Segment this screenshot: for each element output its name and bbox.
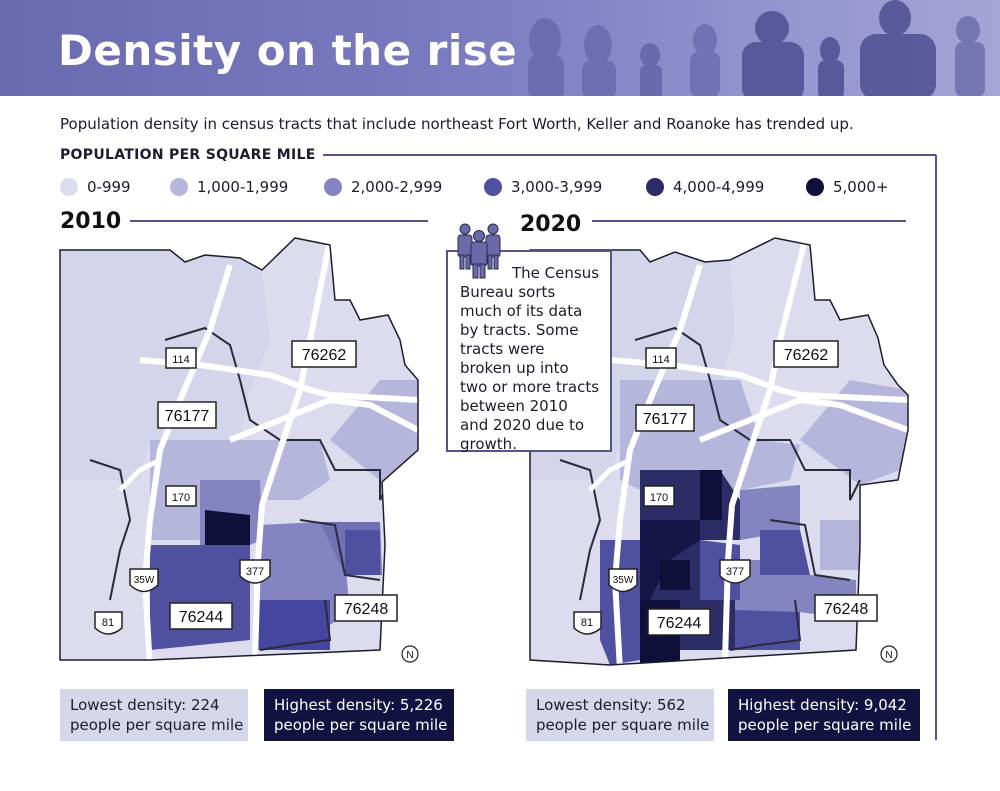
stat-line: people per square mile [738, 716, 912, 734]
highway-shield: 377 [719, 559, 751, 584]
legend-swatch-1 [170, 178, 188, 196]
stat-line: Highest density: 9,042 [738, 696, 907, 714]
svg-text:N: N [885, 650, 892, 661]
legend-item: 1,000-1,999 [170, 177, 288, 197]
highway-170-label: 170 [172, 492, 190, 504]
north-arrow-icon: N [401, 645, 419, 663]
legend-item: 5,000+ [806, 177, 889, 197]
stat-line: people per square mile [536, 716, 710, 734]
legend-label: 3,000-3,999 [511, 178, 603, 196]
highway-35w-label: 35W [134, 575, 155, 586]
highway-377-label: 377 [246, 566, 264, 578]
highway-shield: 81 [94, 611, 123, 635]
legend-swatch-2 [324, 178, 342, 196]
highway-377-label: 377 [726, 566, 744, 578]
highest-density-2020: Highest density: 9,042 people per square… [728, 689, 920, 741]
highway-shield: 114 [165, 347, 197, 369]
legend-label: 1,000-1,999 [197, 178, 289, 196]
highest-density-2010: Highest density: 5,226 people per square… [264, 689, 454, 741]
zip-label: 76244 [647, 608, 711, 636]
highway-170-label: 170 [650, 492, 668, 504]
subtitle: Population density in census tracts that… [60, 115, 854, 133]
legend-label: 5,000+ [833, 178, 889, 196]
highway-shield: 35W [129, 568, 159, 593]
legend-item: 4,000-4,999 [646, 177, 764, 197]
highway-shield: 81 [573, 611, 602, 635]
highway-shield: 377 [239, 559, 271, 584]
highway-81-label: 81 [102, 617, 114, 629]
zip-76177-label: 76177 [643, 411, 688, 428]
legend-label: 0-999 [87, 178, 131, 196]
legend: 0-999 1,000-1,999 2,000-2,999 3,000-3,99… [60, 177, 940, 197]
year-title-2020: 2020 [520, 212, 582, 237]
lowest-density-2010: Lowest density: 224 people per square mi… [60, 689, 248, 741]
stat-line: people per square mile [274, 716, 448, 734]
zip-76248-label: 76248 [344, 601, 389, 618]
highway-81-label: 81 [581, 617, 593, 629]
highway-114-label: 114 [652, 354, 670, 366]
stat-line: Lowest density: 224 [70, 696, 220, 714]
legend-title: POPULATION PER SQUARE MILE [60, 147, 316, 163]
callout-text: The Census Bureau sorts much of its data… [460, 264, 600, 453]
legend-item: 2,000-2,999 [324, 177, 442, 197]
highway-shield: 170 [643, 485, 675, 507]
zip-76262-label: 76262 [784, 347, 829, 364]
people-icon [457, 223, 501, 279]
legend-item: 3,000-3,999 [484, 177, 602, 197]
stat-line: Highest density: 5,226 [274, 696, 443, 714]
census-tract-callout: The Census Bureau sorts much of its data… [446, 250, 612, 453]
highway-shield: 35W [608, 568, 638, 593]
legend-swatch-0 [60, 178, 78, 196]
zip-label: 76177 [157, 401, 217, 429]
legend-swatch-3 [484, 178, 502, 196]
zip-label: 76262 [291, 340, 357, 368]
stat-line: Lowest density: 562 [536, 696, 686, 714]
lowest-density-2020: Lowest density: 562 people per square mi… [526, 689, 714, 741]
legend-item: 0-999 [60, 177, 131, 197]
zip-76244-label: 76244 [657, 615, 702, 632]
highway-shield: 114 [645, 347, 677, 369]
highway-shield: 170 [165, 485, 197, 507]
map-2010: 76262 76177 76244 76248 114 170 377 [59, 237, 419, 663]
year-title-2010: 2010 [60, 209, 122, 234]
legend-label: 4,000-4,999 [673, 178, 765, 196]
zip-76248-label: 76248 [824, 601, 869, 618]
page-title: Density on the rise [58, 26, 518, 75]
legend-swatch-5 [806, 178, 824, 196]
svg-text:N: N [406, 650, 413, 661]
zip-label: 76248 [334, 594, 398, 622]
legend-swatch-4 [646, 178, 664, 196]
zip-label: 76248 [814, 594, 878, 622]
zip-76262-label: 76262 [302, 347, 347, 364]
highway-114-label: 114 [172, 354, 190, 366]
zip-label: 76262 [773, 340, 839, 368]
zip-76177-label: 76177 [165, 408, 210, 425]
highway-35w-label: 35W [613, 575, 634, 586]
zip-76244-label: 76244 [179, 609, 224, 626]
zip-label: 76177 [635, 404, 695, 432]
stat-line: people per square mile [70, 716, 244, 734]
legend-label: 2,000-2,999 [351, 178, 443, 196]
zip-label: 76244 [169, 602, 233, 630]
header-banner: Density on the rise [0, 0, 1000, 96]
north-arrow-icon: N [880, 645, 898, 663]
crowd-silhouette-graphic [528, 0, 985, 96]
